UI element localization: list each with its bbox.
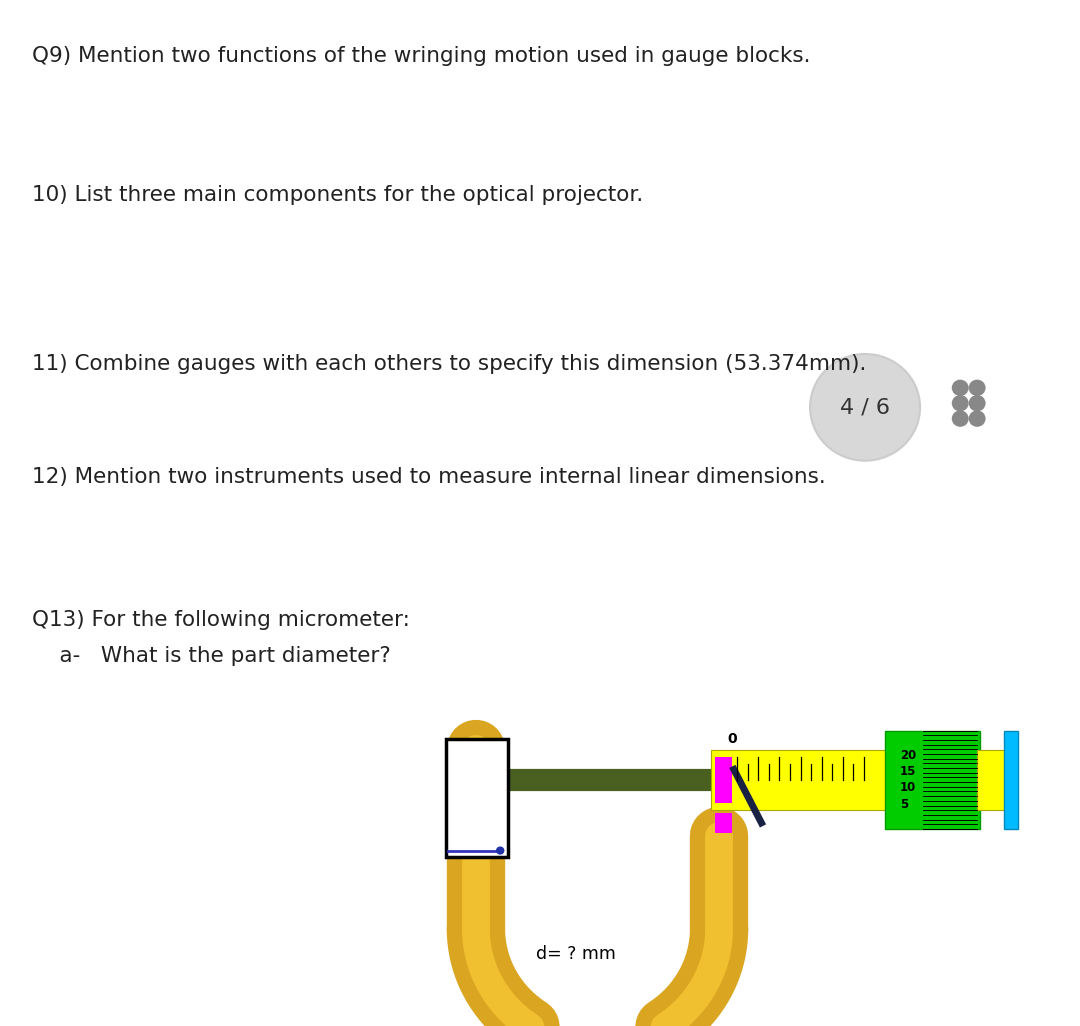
Text: 11) Combine gauges with each others to specify this dimension (53.374mm).: 11) Combine gauges with each others to s… xyxy=(31,354,866,373)
Text: 10: 10 xyxy=(900,782,916,794)
Bar xyxy=(886,731,981,829)
Bar xyxy=(715,813,732,833)
Circle shape xyxy=(969,395,986,411)
Circle shape xyxy=(810,354,920,461)
Text: d= ? mm: d= ? mm xyxy=(537,945,617,963)
Bar xyxy=(977,750,1007,810)
Circle shape xyxy=(951,395,969,411)
Bar xyxy=(711,750,893,810)
Text: 0: 0 xyxy=(727,732,737,746)
Circle shape xyxy=(496,846,504,855)
Circle shape xyxy=(951,410,969,427)
Circle shape xyxy=(969,380,986,396)
Text: 5: 5 xyxy=(900,798,908,811)
Text: a-   What is the part diameter?: a- What is the part diameter? xyxy=(31,646,391,666)
Circle shape xyxy=(969,410,986,427)
Circle shape xyxy=(951,380,969,396)
Text: 12) Mention two instruments used to measure internal linear dimensions.: 12) Mention two instruments used to meas… xyxy=(31,467,825,486)
Text: Q9) Mention two functions of the wringing motion used in gauge blocks.: Q9) Mention two functions of the wringin… xyxy=(31,46,810,66)
Text: 10) List three main components for the optical projector.: 10) List three main components for the o… xyxy=(31,185,643,204)
Bar xyxy=(468,744,484,852)
Bar xyxy=(446,739,508,857)
Text: 4 / 6: 4 / 6 xyxy=(840,397,890,418)
Text: 15: 15 xyxy=(900,765,916,778)
Bar xyxy=(715,757,732,802)
Text: Q13) For the following micrometer:: Q13) For the following micrometer: xyxy=(31,610,409,630)
Text: 20: 20 xyxy=(900,749,916,761)
Bar xyxy=(1003,731,1018,829)
